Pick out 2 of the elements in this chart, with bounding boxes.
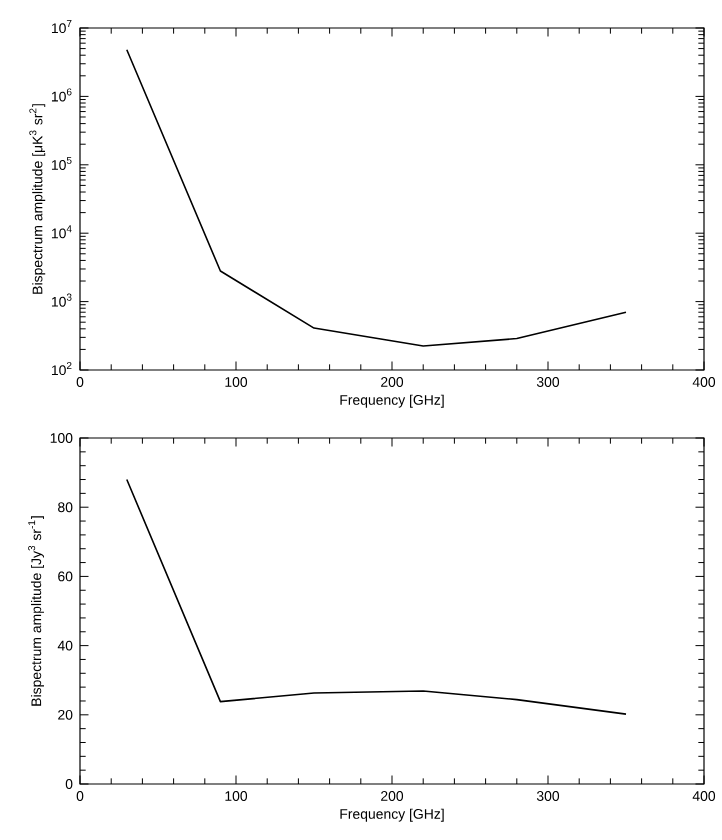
line-series [126, 49, 627, 347]
line-series [126, 478, 627, 715]
